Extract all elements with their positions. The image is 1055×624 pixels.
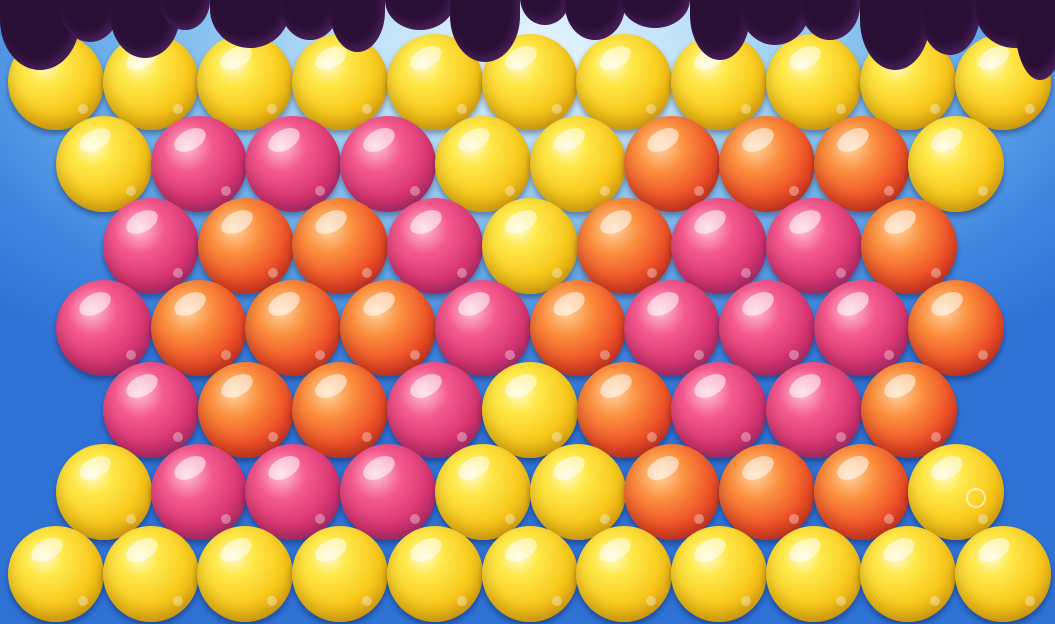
bubble-yellow[interactable]: [197, 526, 294, 622]
bubble-orange[interactable]: [718, 116, 815, 212]
bubble-pink[interactable]: [340, 116, 437, 212]
bubble-yellow[interactable]: [56, 116, 152, 212]
bubble-pink[interactable]: [103, 198, 199, 294]
bubble-orange[interactable]: [292, 362, 389, 458]
bubble-orange[interactable]: [860, 362, 957, 458]
bubble-yellow[interactable]: [670, 526, 767, 622]
bubble-yellow[interactable]: [908, 116, 1005, 212]
bubble-yellow[interactable]: [955, 526, 1051, 622]
bubble-yellow[interactable]: [955, 34, 1051, 130]
bubble-yellow[interactable]: [765, 526, 862, 622]
bubble-pink[interactable]: [434, 280, 531, 376]
bubble-yellow[interactable]: [576, 34, 673, 130]
bubble-pink[interactable]: [671, 198, 768, 294]
bubble-pink[interactable]: [718, 280, 815, 376]
bubble-yellow[interactable]: [292, 34, 389, 130]
bubble-yellow[interactable]: [860, 34, 957, 130]
bubble-yellow[interactable]: [481, 34, 578, 130]
bubble-yellow[interactable]: [481, 362, 578, 458]
bubble-orange[interactable]: [197, 362, 294, 458]
bubble-pink[interactable]: [245, 116, 342, 212]
bubble-pink[interactable]: [387, 362, 484, 458]
bubble-yellow[interactable]: [481, 526, 578, 622]
bubble-pink[interactable]: [387, 198, 484, 294]
bubble-orange[interactable]: [292, 198, 389, 294]
bubble-yellow[interactable]: [8, 34, 104, 130]
bubble-pink[interactable]: [671, 362, 768, 458]
bubble-yellow[interactable]: [670, 34, 767, 130]
sparkle-effect: [966, 488, 986, 508]
bubble-orange[interactable]: [340, 280, 437, 376]
bubble-orange[interactable]: [813, 116, 910, 212]
bubble-pink[interactable]: [813, 280, 910, 376]
bubble-orange[interactable]: [624, 444, 721, 540]
bubble-orange[interactable]: [150, 280, 247, 376]
bubble-yellow[interactable]: [102, 526, 199, 622]
bubble-pink[interactable]: [150, 444, 247, 540]
bubble-yellow[interactable]: [481, 198, 578, 294]
bubble-yellow[interactable]: [529, 116, 626, 212]
bubble-yellow[interactable]: [765, 34, 862, 130]
bubble-yellow[interactable]: [908, 444, 1005, 540]
bubble-yellow[interactable]: [529, 444, 626, 540]
bubble-orange[interactable]: [624, 116, 721, 212]
bubble-yellow[interactable]: [102, 34, 199, 130]
bubble-pink[interactable]: [150, 116, 247, 212]
bubble-yellow[interactable]: [8, 526, 104, 622]
bubble-orange[interactable]: [197, 198, 294, 294]
bubble-orange[interactable]: [718, 444, 815, 540]
bubble-pink[interactable]: [624, 280, 721, 376]
bubble-orange[interactable]: [908, 280, 1005, 376]
bubble-yellow[interactable]: [576, 526, 673, 622]
bubble-orange[interactable]: [245, 280, 342, 376]
bubble-yellow[interactable]: [386, 34, 483, 130]
bubble-orange[interactable]: [576, 198, 673, 294]
bubble-pink[interactable]: [103, 362, 199, 458]
bubble-yellow[interactable]: [197, 34, 294, 130]
bubble-yellow[interactable]: [860, 526, 957, 622]
bubble-orange[interactable]: [860, 198, 957, 294]
bubble-yellow[interactable]: [434, 444, 531, 540]
bubble-orange[interactable]: [576, 362, 673, 458]
bubble-yellow[interactable]: [56, 444, 152, 540]
bubble-pink[interactable]: [340, 444, 437, 540]
bubble-orange[interactable]: [813, 444, 910, 540]
bubble-pink[interactable]: [56, 280, 152, 376]
bubble-yellow[interactable]: [292, 526, 389, 622]
bubble-yellow[interactable]: [386, 526, 483, 622]
bubble-pink[interactable]: [245, 444, 342, 540]
bubble-pink[interactable]: [765, 198, 862, 294]
bubble-orange[interactable]: [529, 280, 626, 376]
bubble-pink[interactable]: [765, 362, 862, 458]
bubble-yellow[interactable]: [434, 116, 531, 212]
